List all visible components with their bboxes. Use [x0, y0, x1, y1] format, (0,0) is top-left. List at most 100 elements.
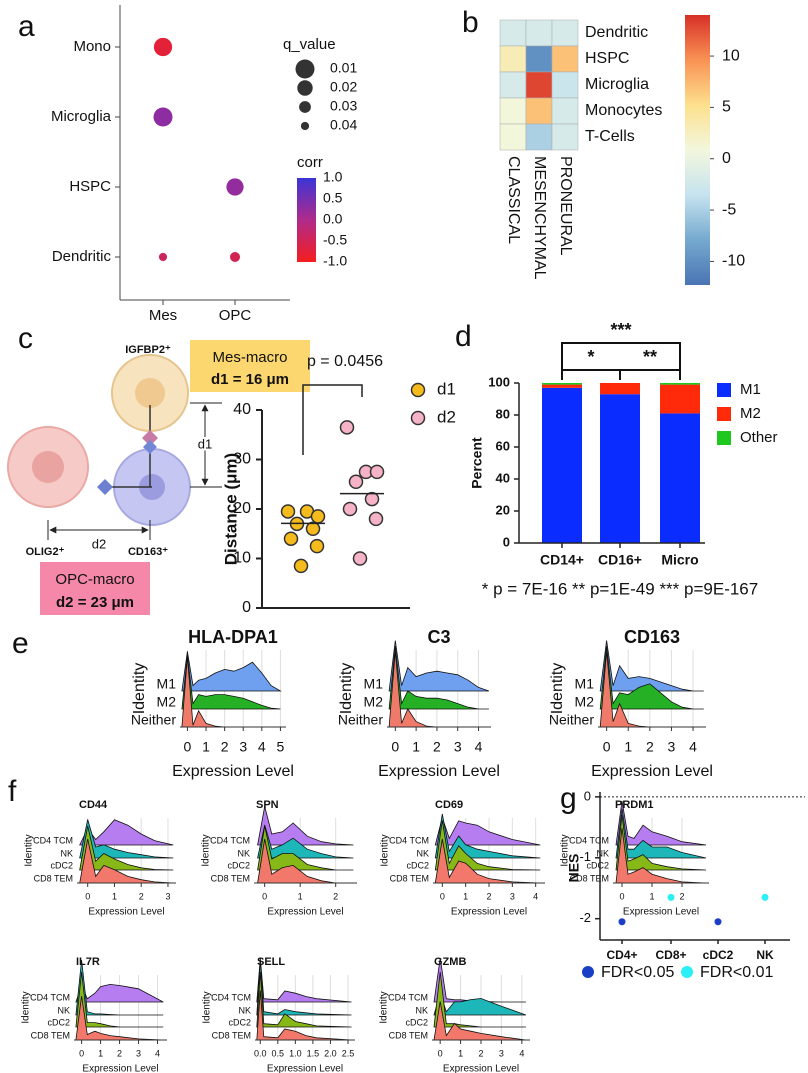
group-label: cDC2 — [47, 1018, 70, 1028]
bubble — [230, 252, 240, 262]
significance-bracket — [561, 369, 621, 380]
x-tick-label: 1.0 — [289, 1048, 302, 1058]
group-label: NK — [60, 849, 73, 859]
data-point — [280, 504, 296, 519]
x-tick-label: 2 — [221, 739, 229, 755]
x-tick-label: 3 — [499, 1048, 504, 1058]
data-point — [369, 464, 385, 480]
x-tick-label: 3 — [510, 891, 515, 901]
ridge-title: CD44 — [79, 799, 108, 811]
group-label: CD4 TCM — [389, 836, 429, 846]
heatmap-cell — [551, 45, 579, 73]
x-axis-label: Expression Level — [267, 907, 343, 918]
legend-label: d2 — [437, 407, 456, 426]
y-axis-label: Identity — [24, 834, 35, 866]
data-point — [352, 551, 368, 566]
ridge-title: SELL — [257, 956, 285, 968]
y-tick-label: -2 — [579, 910, 591, 925]
opc-box — [40, 562, 150, 615]
colorbar-label: 5 — [722, 99, 731, 116]
mes-box — [190, 340, 310, 392]
cell-label: IGFBP2⁺ — [125, 344, 171, 356]
bar-segment — [600, 383, 640, 395]
y-tick-label: 0 — [242, 599, 251, 616]
data-point — [339, 420, 355, 435]
x-tick-label: 1 — [463, 891, 468, 901]
ridge — [433, 1001, 526, 1041]
ridge-title: GZMB — [434, 956, 466, 968]
x-tick-label: 0 — [184, 739, 192, 755]
y-tick-label: 40 — [496, 470, 510, 485]
x-tick-label: 2 — [333, 891, 338, 901]
x-tick-label: 3 — [239, 739, 247, 755]
x-tick-label: 4 — [519, 1048, 524, 1058]
x-axis-label: Expression Level — [378, 763, 500, 780]
x-tick-label: 4 — [258, 739, 266, 755]
bar-segment — [660, 383, 700, 385]
group-label: CD4 TCM — [210, 836, 250, 846]
x-axis-label: Expression Level — [82, 1064, 158, 1073]
legend-label: M1 — [740, 381, 761, 398]
x-tick-label: CD8+ — [655, 948, 686, 962]
ridge — [434, 838, 541, 884]
colorbar-label: 0 — [722, 150, 731, 167]
y-tick-label: 0 — [584, 788, 591, 803]
group-label: CD8 TEM — [390, 874, 429, 884]
y-axis-label: Identity — [549, 663, 566, 715]
y-axis-label: Percent — [469, 437, 485, 489]
nucleus — [32, 451, 64, 483]
x-tick-label: 4 — [475, 739, 483, 755]
legend-marker — [681, 966, 693, 978]
bubble — [226, 178, 244, 196]
y-tick-label: HSPC — [69, 178, 111, 195]
x-axis-label: Expression Level — [451, 907, 527, 918]
ridge — [257, 806, 354, 846]
group-label: NK — [416, 849, 429, 859]
x-tick-label: cDC2 — [703, 948, 734, 962]
ridge — [434, 816, 541, 846]
bubble — [153, 107, 173, 127]
x-tick-label: 1 — [412, 739, 420, 755]
y-tick-label: Mono — [73, 38, 111, 55]
bar-segment — [660, 413, 700, 543]
bar-segment — [542, 387, 582, 543]
data-point — [342, 501, 358, 517]
x-tick-label: 0 — [438, 1048, 443, 1058]
cell-diagram: IGFBP2⁺ Mes-macro d1 = 16 μm d1 d2 OLIG2… — [7, 340, 310, 615]
ridge-title: PRDM1 — [615, 799, 654, 811]
heatmap-cell — [525, 45, 553, 73]
ridge-title: C3 — [427, 627, 450, 647]
heatmap-cell — [551, 71, 579, 99]
heatmap-cell — [525, 19, 553, 47]
data-point — [618, 918, 626, 926]
heatmap-cell — [499, 45, 527, 73]
x-tick-label: 2 — [478, 1048, 483, 1058]
data-point — [310, 509, 326, 524]
receptor — [143, 440, 157, 454]
group-label: Neither — [549, 711, 594, 727]
group-label: CD8 TEM — [34, 874, 73, 884]
x-tick-label: NK — [756, 948, 774, 962]
x-tick-label: 0 — [391, 739, 399, 755]
significance-label: *** — [610, 320, 631, 340]
group-label: Neither — [338, 711, 383, 727]
significance-bracket — [302, 384, 363, 455]
x-tick-label: 2 — [486, 891, 491, 901]
legend-label: 0.01 — [330, 60, 357, 76]
x-tick-label: 0 — [603, 739, 611, 755]
panel-label: e — [12, 627, 29, 660]
x-tick-label: 2 — [117, 1048, 122, 1058]
y-axis-label: Identity — [380, 834, 391, 866]
x-tick-label: 2.5 — [342, 1048, 355, 1058]
bar-segment — [600, 394, 640, 543]
x-tick-label: 3 — [668, 739, 676, 755]
x-tick-label: 4 — [533, 891, 538, 901]
ridge — [79, 838, 174, 884]
ridge — [256, 959, 352, 1016]
ridge-title: SPN — [256, 799, 279, 811]
colorbar-label: 10 — [722, 47, 740, 64]
ridge — [388, 640, 490, 692]
ridge — [434, 820, 541, 871]
legend-label: 0.04 — [330, 117, 357, 133]
heatmap-cell — [551, 123, 579, 151]
